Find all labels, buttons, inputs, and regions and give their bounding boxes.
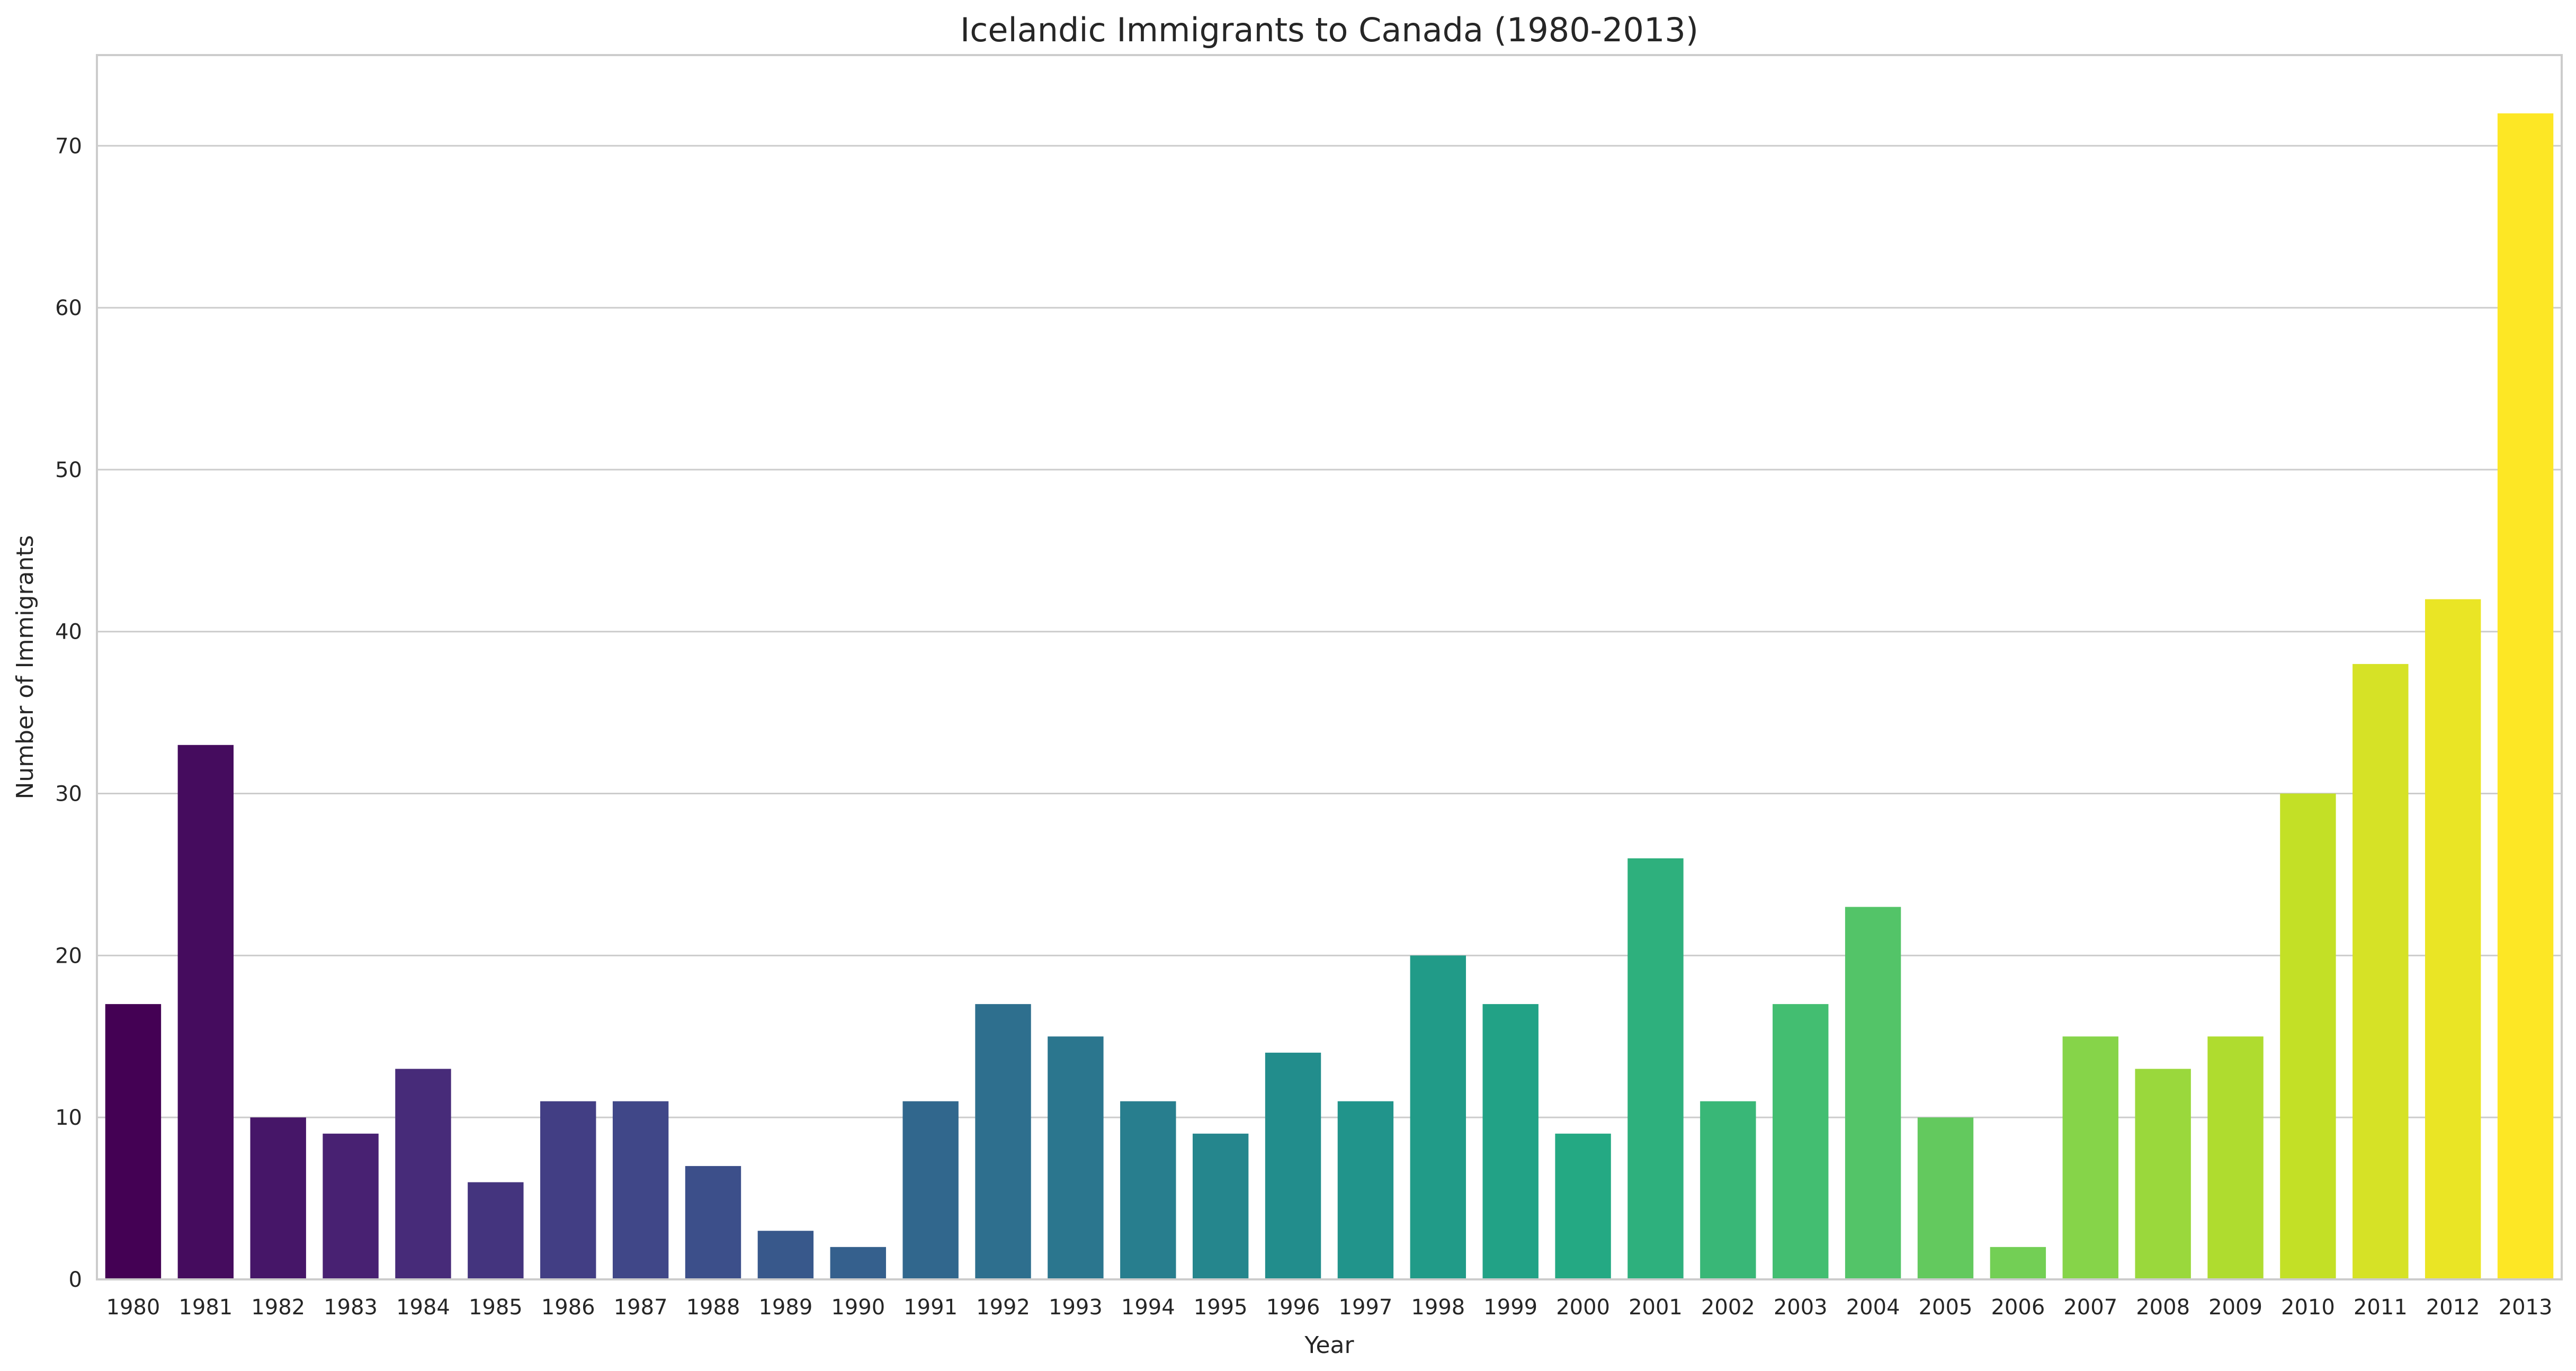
bar-2004: [1845, 907, 1901, 1279]
x-tick-label: 1996: [1266, 1295, 1320, 1320]
bar-2013: [2497, 113, 2554, 1280]
x-tick-label: 2003: [1774, 1295, 1828, 1320]
x-tick-label: 1997: [1339, 1295, 1393, 1320]
bar-1983: [323, 1133, 379, 1279]
x-tick-label: 1993: [1049, 1295, 1103, 1320]
bar-2002: [1700, 1101, 1756, 1279]
bar-2003: [1773, 1004, 1829, 1279]
bar-1980: [105, 1004, 162, 1279]
bar-2000: [1555, 1133, 1611, 1279]
x-tick-label: 2005: [1919, 1295, 1973, 1320]
x-tick-label: 1990: [831, 1295, 885, 1320]
x-tick-label: 1988: [686, 1295, 740, 1320]
chart-title: Icelandic Immigrants to Canada (1980-201…: [960, 11, 1698, 49]
bar-1991: [902, 1101, 959, 1279]
y-tick-label: 20: [55, 944, 82, 968]
bar-1999: [1482, 1004, 1539, 1279]
x-tick-label: 1995: [1194, 1295, 1248, 1320]
x-tick-label: 1982: [251, 1295, 305, 1320]
x-tick-label: 2007: [2063, 1295, 2117, 1320]
x-tick-label: 1992: [976, 1295, 1030, 1320]
x-tick-label: 2013: [2499, 1295, 2553, 1320]
bar-1982: [250, 1117, 306, 1279]
x-tick-label: 2004: [1846, 1295, 1900, 1320]
x-axis-label: Year: [1304, 1332, 1354, 1359]
x-tick-label: 1989: [758, 1295, 812, 1320]
x-tick-label: 2008: [2136, 1295, 2190, 1320]
bar-1986: [540, 1101, 596, 1279]
bar-2007: [2062, 1036, 2118, 1279]
bar-2006: [1990, 1247, 2046, 1279]
y-axis-label: Number of Immigrants: [12, 535, 39, 799]
x-tick-label: 1994: [1121, 1295, 1175, 1320]
bar-1984: [395, 1069, 451, 1279]
x-tick-label: 2002: [1701, 1295, 1755, 1320]
x-tick-label: 1999: [1483, 1295, 1537, 1320]
x-tick-label: 2009: [2208, 1295, 2262, 1320]
x-tick-label: 1987: [614, 1295, 668, 1320]
x-tick-label: 1998: [1411, 1295, 1465, 1320]
x-tick-label: 1983: [324, 1295, 378, 1320]
bar-1993: [1048, 1036, 1104, 1279]
x-tick-label: 1985: [469, 1295, 523, 1320]
x-tick-label: 2011: [2354, 1295, 2408, 1320]
bar-2011: [2353, 664, 2409, 1279]
bar-1985: [468, 1182, 524, 1279]
bar-1996: [1265, 1052, 1321, 1279]
y-tick-label: 70: [55, 134, 82, 158]
bar-1995: [1192, 1133, 1249, 1279]
bar-1994: [1120, 1101, 1176, 1279]
bar-2005: [1917, 1117, 1974, 1279]
y-tick-labels: 0 10 20 30 40 50 60 70: [55, 134, 82, 1292]
bar-1990: [830, 1247, 886, 1279]
bar-2009: [2207, 1036, 2264, 1279]
x-tick-label: 2010: [2281, 1295, 2335, 1320]
bar-2012: [2425, 599, 2481, 1279]
x-tick-label: 1984: [396, 1295, 450, 1320]
x-tick-label: 1981: [178, 1295, 232, 1320]
y-tick-label: 50: [55, 458, 82, 482]
y-tick-label: 40: [55, 620, 82, 644]
bar-2010: [2280, 793, 2336, 1279]
y-tick-label: 60: [55, 296, 82, 320]
bar-2008: [2135, 1069, 2191, 1279]
bar-2001: [1627, 858, 1684, 1279]
bar-1988: [685, 1166, 741, 1279]
bars: [105, 113, 2554, 1280]
y-tick-label: 10: [55, 1106, 82, 1130]
x-tick-label: 2000: [1556, 1295, 1610, 1320]
x-tick-labels: 1980 1981 1982 1983 1984 1985 1986 1987 1988 1989…: [106, 1295, 2553, 1320]
bar-1981: [177, 745, 234, 1279]
x-tick-label: 1991: [904, 1295, 958, 1320]
x-tick-label: 1980: [106, 1295, 160, 1320]
x-tick-label: 2006: [1991, 1295, 2045, 1320]
y-tick-label: 30: [55, 782, 82, 807]
plot-frame: [96, 54, 2563, 1280]
y-tick-label: 0: [69, 1268, 82, 1292]
bar-1997: [1337, 1101, 1394, 1279]
bar-1989: [757, 1231, 814, 1279]
x-tick-label: 2012: [2426, 1295, 2480, 1320]
bar-1987: [612, 1101, 669, 1279]
bar-1992: [975, 1004, 1031, 1279]
x-tick-label: 1986: [541, 1295, 595, 1320]
bar-1998: [1410, 955, 1466, 1279]
x-tick-label: 2001: [1629, 1295, 1683, 1320]
